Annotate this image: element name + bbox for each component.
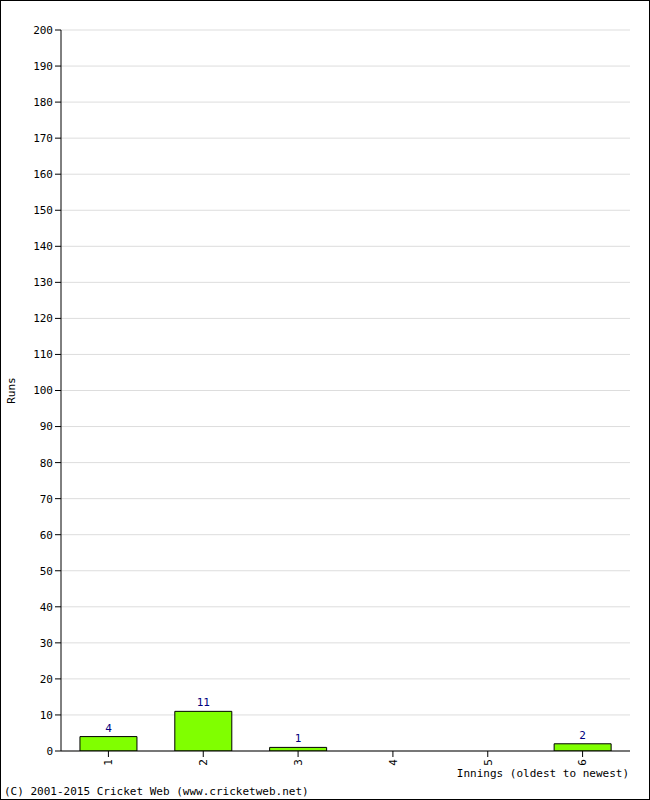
svg-text:1: 1 <box>295 732 302 745</box>
svg-text:6: 6 <box>576 759 589 766</box>
svg-text:40: 40 <box>40 601 53 614</box>
html-text:(C) 2001-2015 Cricket Web (www: (C) 2001-2015 Cricket Web (www.cricketwe… <box>4 785 309 798</box>
svg-text:120: 120 <box>33 312 53 325</box>
svg-text:5: 5 <box>482 759 495 766</box>
svg-text:140: 140 <box>33 240 53 253</box>
svg-text:1: 1 <box>102 759 115 766</box>
svg-text:70: 70 <box>40 493 53 506</box>
svg-text:2: 2 <box>579 729 586 742</box>
svg-text:80: 80 <box>40 457 53 470</box>
svg-text:170: 170 <box>33 132 53 145</box>
svg-text:3: 3 <box>292 759 305 766</box>
svg-text:160: 160 <box>33 168 53 181</box>
svg-text:50: 50 <box>40 565 53 578</box>
html-text:Innings (oldest to newest): Innings (oldest to newest) <box>456 767 629 780</box>
svg-text:10: 10 <box>40 709 53 722</box>
svg-text:4: 4 <box>105 722 112 735</box>
svg-text:110: 110 <box>33 348 53 361</box>
svg-text:11: 11 <box>197 696 210 709</box>
svg-text:Runs: Runs <box>8 377 18 404</box>
svg-text:100: 100 <box>33 384 53 397</box>
svg-text:190: 190 <box>33 60 53 73</box>
svg-text:90: 90 <box>40 420 53 433</box>
svg-text:150: 150 <box>33 204 53 217</box>
svg-text:0: 0 <box>46 745 53 758</box>
svg-text:20: 20 <box>40 673 53 686</box>
svg-text:60: 60 <box>40 529 53 542</box>
svg-text:2: 2 <box>197 759 210 766</box>
svg-text:200: 200 <box>33 24 53 37</box>
svg-text:30: 30 <box>40 637 53 650</box>
svg-text:180: 180 <box>33 96 53 109</box>
svg-text:130: 130 <box>33 276 53 289</box>
svg-text:4: 4 <box>387 759 400 766</box>
